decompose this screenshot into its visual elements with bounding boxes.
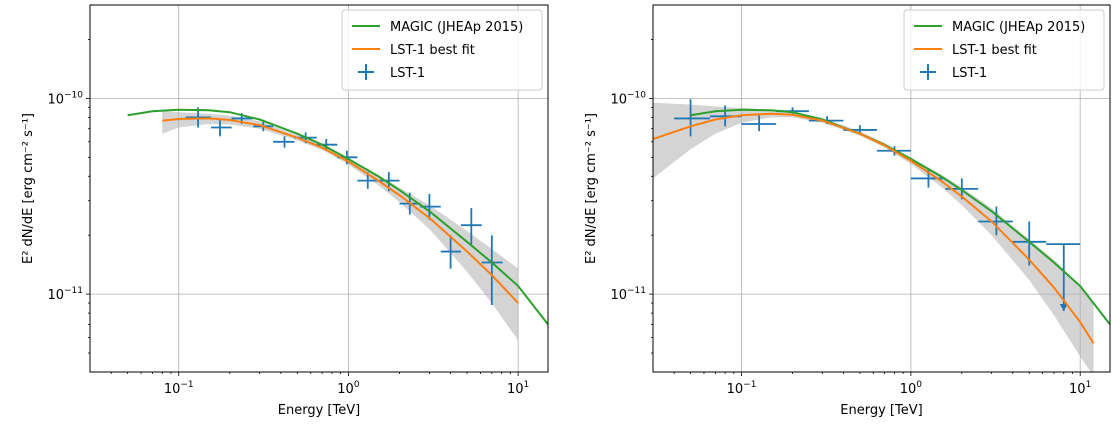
legend-item: LST-1 best fit xyxy=(352,43,475,58)
y-tick-label: 10−11 xyxy=(610,286,646,303)
legend-label: LST-1 best fit xyxy=(390,43,475,58)
y-axis-label: E² dN/dE [erg cm⁻² s⁻¹] xyxy=(21,113,36,264)
legend: MAGIC (JHEAp 2015) LST-1 best fit LST-1 xyxy=(903,9,1105,91)
data-point xyxy=(440,235,461,269)
x-axis-label: Energy [TeV] xyxy=(278,403,360,418)
legend-item: LST-1 xyxy=(358,64,425,81)
series-line xyxy=(653,112,1095,344)
legend-label: LST-1 xyxy=(952,66,987,81)
legend-box xyxy=(341,9,543,91)
legend: MAGIC (JHEAp 2015) LST-1 best fit LST-1 xyxy=(341,9,543,91)
legend-box xyxy=(903,9,1105,91)
y-axis-label: E² dN/dE [erg cm⁻² s⁻¹] xyxy=(584,113,599,264)
x-tick-label: 10−1 xyxy=(727,380,757,397)
plot-area xyxy=(653,99,1110,372)
x-tick-label: 10−1 xyxy=(164,380,194,397)
chart-panel-left: 10−1 100 101 10−11 10−10 Energy [TeV] E² dN/dE… xyxy=(21,4,549,418)
x-tick-label: 100 xyxy=(900,380,923,397)
legend-label: LST-1 xyxy=(390,66,425,81)
data-point xyxy=(460,208,482,245)
data-point xyxy=(741,115,777,132)
legend-item: MAGIC (JHEAp 2015) xyxy=(352,20,523,35)
legend-label: MAGIC (JHEAp 2015) xyxy=(952,20,1085,35)
legend-item: LST-1 xyxy=(920,64,987,81)
y-tick-label: 10−10 xyxy=(47,90,83,107)
legend-label: MAGIC (JHEAp 2015) xyxy=(390,20,523,35)
legend-item: MAGIC (JHEAp 2015) xyxy=(914,20,1085,35)
data-point xyxy=(674,99,710,137)
data-point xyxy=(978,206,1013,236)
data-point xyxy=(211,119,232,137)
x-tick-label: 101 xyxy=(1069,380,1091,397)
legend-item: LST-1 best fit xyxy=(914,43,1037,58)
y-tick-label: 10−11 xyxy=(47,286,83,303)
data-point xyxy=(273,136,295,148)
series-line xyxy=(690,108,1110,326)
x-tick-label: 101 xyxy=(507,380,529,397)
chart-panel-right: 10−1 100 101 10−11 10−10 Energy [TeV] E² dN/dE… xyxy=(584,4,1111,418)
x-axis-label: Energy [TeV] xyxy=(840,403,922,418)
x-tick-label: 100 xyxy=(337,380,360,397)
plot-frame xyxy=(89,4,549,373)
plot-area xyxy=(127,107,548,341)
plot-frame xyxy=(652,4,1111,373)
series-line xyxy=(162,117,519,304)
confidence-band xyxy=(653,102,1094,372)
y-tick-label: 10−10 xyxy=(610,90,646,107)
upper-limit-arrow xyxy=(1059,303,1068,311)
legend-label: LST-1 best fit xyxy=(952,43,1037,58)
series-line xyxy=(127,108,548,326)
